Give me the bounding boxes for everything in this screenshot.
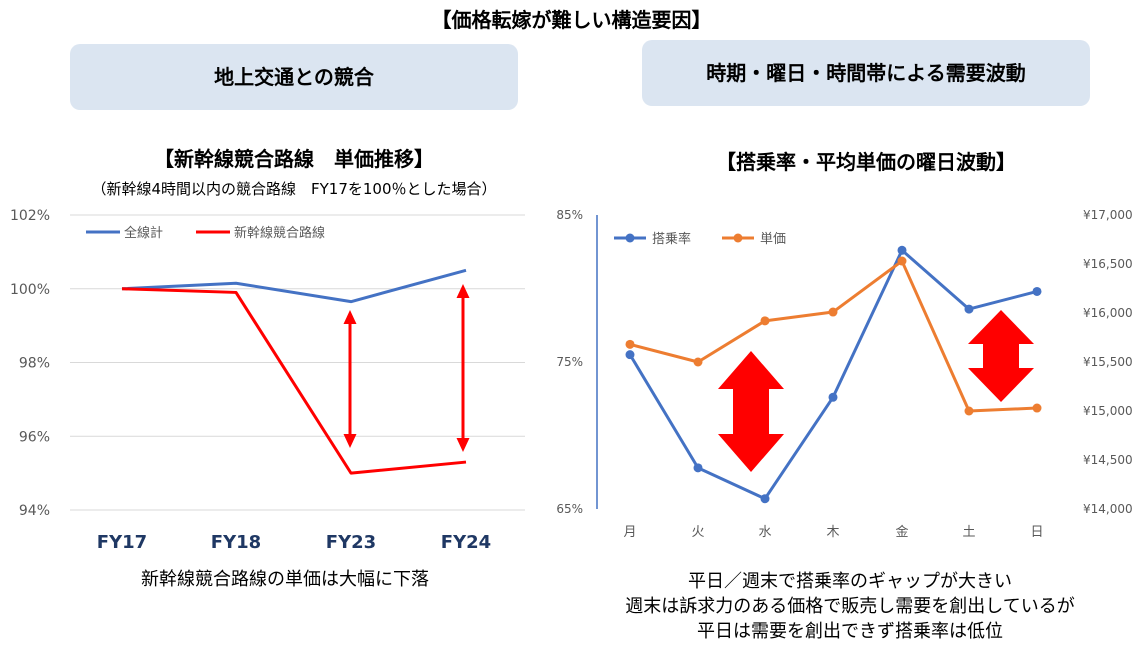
right-y-tick-label: 75%: [556, 355, 583, 369]
left-y-tick-label: 96%: [19, 429, 50, 445]
right-chart-legend: 搭乗率 単価: [614, 231, 786, 247]
left-y-tick-label: 100%: [10, 282, 50, 298]
left-chart-legend: 全線計 新幹線競合路線: [86, 225, 325, 241]
right-series-point-2: [760, 316, 770, 326]
left-chart-x-ticks: FY17 FY18 FY23 FY24: [97, 532, 491, 553]
right-gap-arrow: [968, 310, 1034, 402]
right-x-tick-label: 金: [895, 524, 908, 540]
left-y-tick-label: 98%: [19, 356, 50, 372]
right-x-tick-label: 木: [826, 525, 839, 540]
left-chart-title: 【新幹線競合路線 単価推移】: [154, 147, 434, 171]
right-series-point-2: [625, 339, 635, 349]
right-series-point-1: [693, 463, 703, 473]
left-chart-arrows: [343, 284, 470, 452]
left-y-tick-label: 94%: [19, 503, 50, 519]
left-chart-note: （新幹線4時間以内の競合路線 FY17を100％とした場合）: [91, 180, 497, 198]
right-series-point-1: [625, 350, 635, 360]
left-chart-y-ticks: 94% 96% 98% 100% 102%: [10, 208, 50, 519]
right-y2-tick-label: ¥15,500: [1083, 355, 1133, 369]
right-series-point-1: [828, 392, 838, 402]
left-legend-label: 新幹線競合路線: [234, 225, 325, 241]
left-series-line-1: [121, 268, 467, 304]
right-y2-tick-label: ¥15,000: [1083, 404, 1133, 418]
right-y2-tick-label: ¥14,000: [1083, 502, 1133, 516]
right-chart-x-ticks: 月火水木金土日: [623, 524, 1043, 540]
right-y2-tick-label: ¥17,000: [1083, 208, 1133, 222]
right-y-tick-label: 65%: [556, 502, 583, 516]
left-x-tick-label: FY17: [97, 532, 147, 553]
right-y-tick-label: 85%: [556, 208, 583, 222]
right-y2-tick-label: ¥14,500: [1083, 453, 1133, 467]
right-x-tick-label: 水: [758, 525, 771, 540]
right-series-point-1: [760, 494, 770, 504]
left-gap-arrow: [343, 310, 357, 448]
right-chart-title: 【搭乗率・平均単価の曜日波動】: [716, 150, 1016, 174]
right-y2-tick-label: ¥16,000: [1083, 306, 1133, 320]
right-y2-tick-label: ¥16,500: [1083, 257, 1133, 271]
caption-line-3: 平日は需要を創出できず搭乗率は低位: [697, 621, 1003, 642]
right-series-point-1: [964, 304, 974, 314]
page-title: 【価格転嫁が難しい構造要因】: [431, 8, 712, 32]
left-x-tick-label: FY18: [211, 532, 261, 553]
right-x-tick-label: 火: [691, 525, 704, 540]
right-chart-y2-ticks: ¥14,000 ¥14,500 ¥15,000 ¥15,500 ¥16,000 ¥16,5…: [1083, 208, 1133, 516]
left-line-chart: 94% 96% 98% 100% 102% FY17 FY18 FY23 FY24 全線計 新幹…: [10, 208, 525, 553]
left-series-line-2: [121, 287, 467, 475]
right-chart-y-ticks: 65% 75% 85%: [556, 208, 583, 516]
right-legend-marker: [625, 233, 635, 243]
right-series-point-2: [693, 357, 703, 367]
right-chart-arrows: [718, 310, 1034, 472]
right-legend-marker: [733, 233, 743, 243]
right-legend-label: 単価: [760, 231, 786, 247]
left-section-header: 地上交通との競合: [70, 44, 518, 110]
right-series-point-2: [964, 406, 974, 416]
right-series-point-1: [1032, 286, 1042, 296]
left-gap-arrow: [456, 284, 470, 452]
right-series-point-1: [897, 245, 907, 255]
left-chart-series: [121, 268, 467, 475]
right-x-tick-label: 月: [623, 525, 636, 540]
left-chart-caption: 新幹線競合路線の単価は大幅に下落: [141, 569, 429, 590]
right-series-point-2: [897, 256, 907, 266]
left-y-tick-label: 102%: [10, 208, 50, 224]
right-legend-label: 搭乗率: [652, 231, 691, 247]
right-chart-caption: 平日／週末で搭乗率のギャップが大きい 週末は訴求力のある価格で販売し需要を創出し…: [560, 569, 1140, 644]
right-x-tick-label: 日: [1030, 525, 1043, 540]
right-chart-series: [625, 245, 1042, 504]
right-x-tick-label: 土: [962, 525, 975, 540]
left-legend-label: 全線計: [124, 225, 163, 241]
caption-line-2: 週末は訴求力のある価格で販売し需要を創出しているが: [625, 596, 1075, 617]
right-series-point-2: [1032, 403, 1042, 413]
left-x-tick-label: FY23: [326, 532, 376, 553]
right-series-point-2: [828, 307, 838, 317]
right-section-header: 時期・曜日・時間帯による需要波動: [642, 40, 1090, 106]
right-gap-arrow: [718, 351, 784, 472]
caption-line-1: 平日／週末で搭乗率のギャップが大きい: [688, 571, 1012, 592]
right-line-chart: 65%75%85% ¥14,000¥14,500¥15,000¥15,500¥1…: [556, 208, 1133, 540]
left-chart-grid: [70, 214, 525, 511]
left-x-tick-label: FY24: [441, 532, 491, 553]
